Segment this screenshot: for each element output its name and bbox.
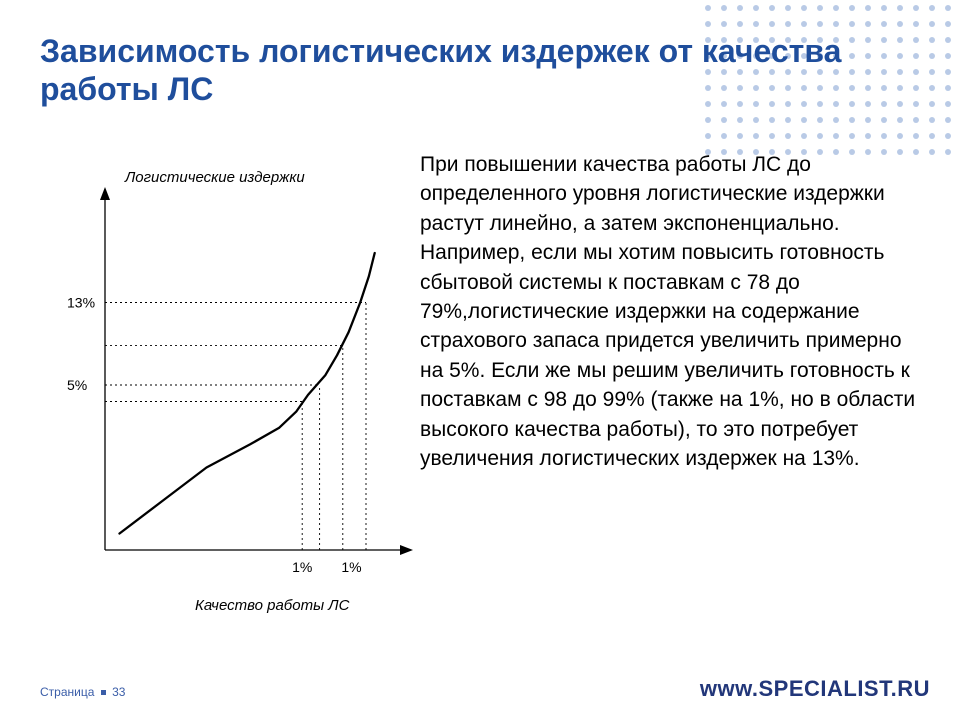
body-text: При повышении качества работы ЛС до опре…	[420, 150, 930, 473]
slide-title: Зависимость логистических издержек от ка…	[40, 32, 920, 109]
chart-area: Логистические издержки Качество работы ЛС…	[30, 160, 420, 640]
footer: Страница 33 www.SPECIALIST.RU	[40, 676, 930, 702]
svg-text:1%: 1%	[341, 559, 361, 575]
page-label: Страница	[40, 685, 94, 699]
page-indicator: Страница 33	[40, 685, 125, 699]
page-number: 33	[112, 685, 125, 699]
separator-icon	[101, 690, 106, 695]
svg-text:Качество работы ЛС: Качество работы ЛС	[195, 597, 350, 614]
svg-text:Логистические издержки: Логистические издержки	[124, 169, 305, 186]
svg-text:5%: 5%	[67, 377, 87, 393]
site-url: www.SPECIALIST.RU	[700, 676, 930, 702]
svg-text:1%: 1%	[292, 559, 312, 575]
svg-text:13%: 13%	[67, 295, 95, 311]
chart-svg: Логистические издержки Качество работы ЛС…	[30, 160, 420, 640]
